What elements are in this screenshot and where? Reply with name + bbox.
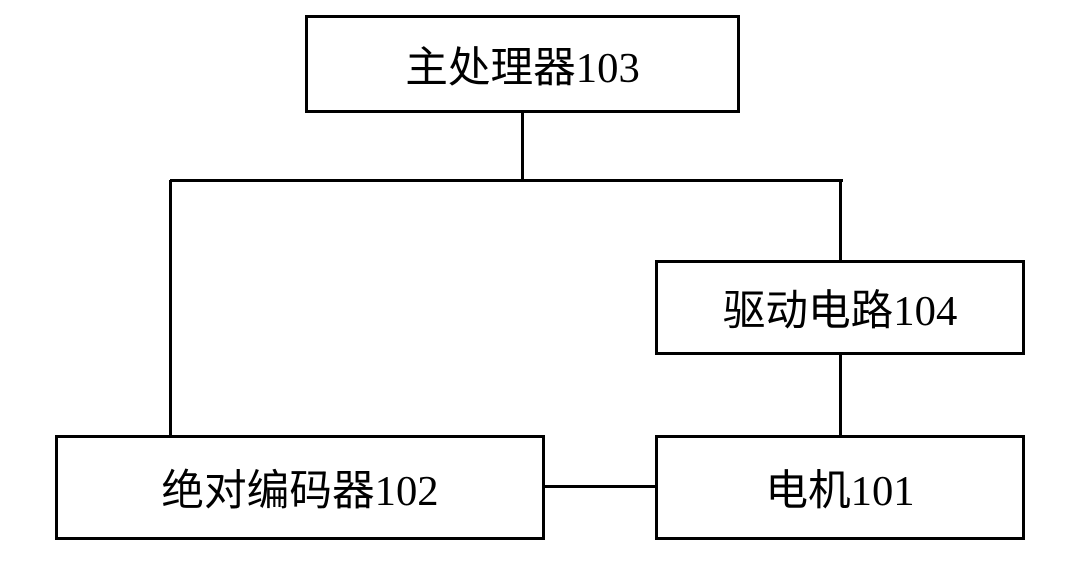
edge-main_processor-drive_circuit bbox=[522, 179, 843, 182]
node-motor: 电机101 bbox=[655, 435, 1025, 540]
node-label: 主处理器103 bbox=[405, 34, 640, 95]
node-label: 绝对编码器102 bbox=[161, 457, 438, 518]
node-label: 电机101 bbox=[765, 457, 914, 518]
edge-main_processor-absolute_encoder bbox=[170, 179, 525, 182]
edge-absolute_encoder-motor bbox=[545, 485, 655, 488]
node-drive_circuit: 驱动电路104 bbox=[655, 260, 1025, 355]
edge-main_processor-absolute_encoder bbox=[521, 113, 524, 180]
diagram-canvas: 主处理器103 驱动电路104 绝对编码器102 电机101 bbox=[0, 0, 1088, 563]
node-label: 驱动电路104 bbox=[723, 277, 958, 338]
node-absolute_encoder: 绝对编码器102 bbox=[55, 435, 545, 540]
edge-drive_circuit-motor bbox=[839, 355, 842, 435]
edge-main_processor-absolute_encoder bbox=[169, 180, 172, 435]
node-main_processor: 主处理器103 bbox=[305, 15, 740, 113]
edge-main_processor-drive_circuit bbox=[839, 180, 842, 260]
